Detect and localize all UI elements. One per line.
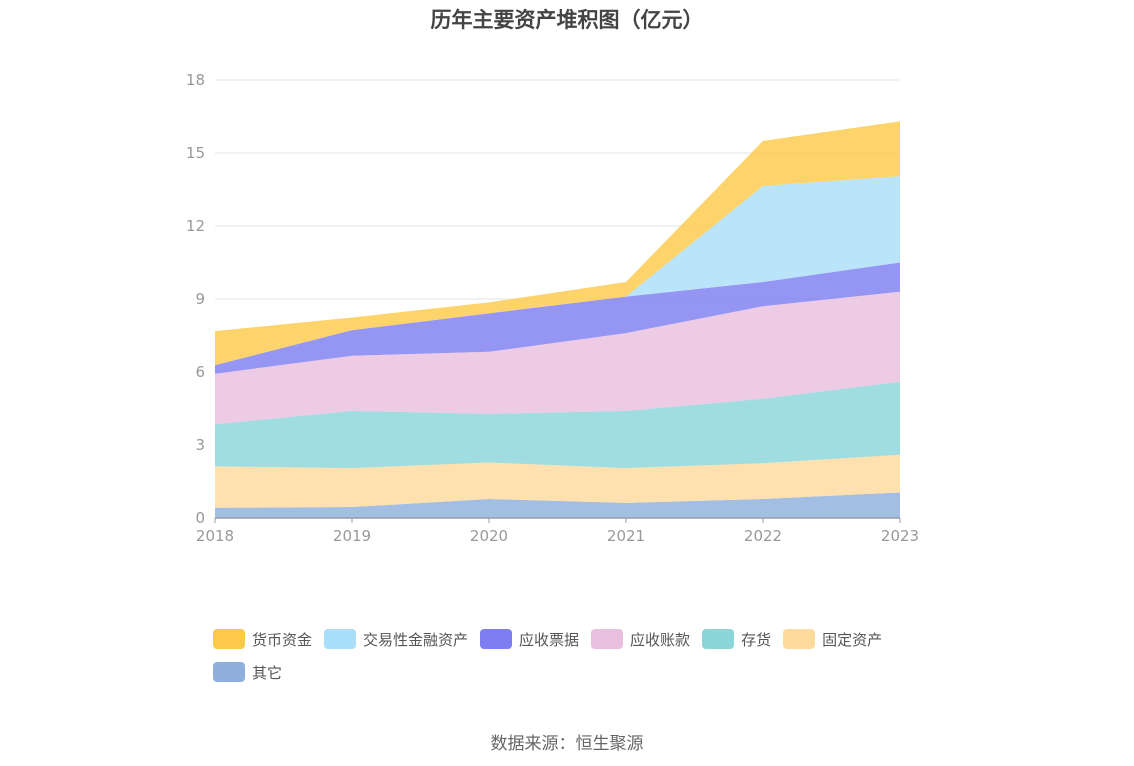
y-tick-label: 18 <box>186 71 205 89</box>
legend-swatch <box>702 629 735 649</box>
area-series <box>215 121 900 518</box>
y-tick-label: 6 <box>195 363 205 381</box>
y-tick-label: 0 <box>195 509 205 527</box>
legend-item[interactable]: 其它 <box>213 661 282 683</box>
legend-label: 应收票据 <box>519 630 580 649</box>
area-series-2 <box>215 381 900 469</box>
legend-label: 交易性金融资产 <box>363 630 469 649</box>
legend-label: 应收账款 <box>630 630 691 649</box>
x-tick-label: 2022 <box>744 527 782 545</box>
x-tick-label: 2019 <box>333 527 371 545</box>
legend-swatch <box>480 629 513 649</box>
legend-swatch <box>213 662 245 682</box>
legend-swatch <box>324 629 357 649</box>
axes: 0 3 6 9 12 15 18 2018 2019 2020 2021 2022 2023 <box>186 71 919 545</box>
legend-item[interactable]: 交易性金融资产 <box>324 628 468 650</box>
y-tick-label: 3 <box>195 436 205 454</box>
legend: 货币资金 交易性金融资产 应收票据 应收账款 存货 固定资产其它 <box>213 628 933 694</box>
legend-swatch <box>591 629 624 649</box>
legend-label: 存货 <box>741 630 772 649</box>
area-series-4 <box>215 262 900 374</box>
legend-swatch <box>213 629 245 649</box>
legend-swatch <box>783 629 816 649</box>
y-tick-label: 12 <box>186 217 205 235</box>
area-series-1 <box>215 454 900 508</box>
legend-label: 其它 <box>252 663 283 682</box>
chart-title: 历年主要资产堆积图（亿元） <box>430 8 704 32</box>
legend-item[interactable]: 应收票据 <box>480 628 579 650</box>
x-tick-label: 2020 <box>470 527 508 545</box>
legend-label: 固定资产 <box>822 630 883 649</box>
y-tick-label: 15 <box>186 144 205 162</box>
area-series-6 <box>215 121 900 366</box>
legend-item[interactable]: 货币资金 <box>213 628 312 650</box>
area-series-5 <box>215 176 900 366</box>
legend-item[interactable]: 应收账款 <box>591 628 690 650</box>
area-series-0 <box>215 492 900 518</box>
legend-item[interactable]: 存货 <box>702 628 771 650</box>
source-note: 数据来源：恒生聚源 <box>490 734 644 754</box>
x-tick-label: 2023 <box>881 527 919 545</box>
y-tick-label: 9 <box>195 290 205 308</box>
legend-item[interactable]: 固定资产 <box>783 628 882 650</box>
x-tick-label: 2021 <box>607 527 645 545</box>
x-tick-label: 2018 <box>196 527 234 545</box>
legend-label: 货币资金 <box>252 630 313 649</box>
area-series-3 <box>215 291 900 425</box>
